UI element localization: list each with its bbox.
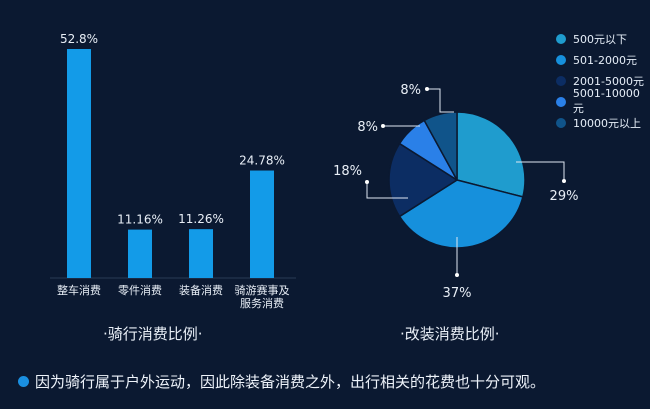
leader-line bbox=[516, 161, 565, 181]
bar-value-label: 52.8% bbox=[60, 32, 98, 46]
leader-dot bbox=[455, 273, 459, 277]
legend-swatch-icon bbox=[556, 117, 566, 128]
legend-swatch-icon bbox=[556, 96, 566, 107]
bar-value-label: 11.26% bbox=[178, 212, 224, 226]
legend-label: 2001-5000元 bbox=[573, 74, 644, 88]
bar-value-label: 24.78% bbox=[239, 154, 285, 168]
leader-dot bbox=[365, 180, 369, 184]
legend-label: 500元以下 bbox=[573, 32, 627, 46]
pie-value-label: 8% bbox=[357, 120, 378, 135]
legend-label: 5001-10000元 bbox=[572, 87, 640, 115]
leader-dot bbox=[381, 124, 385, 128]
leader-line bbox=[427, 88, 454, 113]
legend-label: 501-2000元 bbox=[573, 53, 637, 67]
legend-item: 10000元以上 bbox=[556, 112, 650, 133]
leader-line bbox=[366, 182, 408, 199]
legend-swatch-icon bbox=[556, 33, 566, 44]
pie-value-label: 8% bbox=[400, 83, 421, 98]
legend-swatch-icon bbox=[556, 75, 566, 86]
legend-item: 500元以下 bbox=[556, 28, 650, 49]
pie-chart-title: ·改装消费比例· bbox=[400, 325, 500, 343]
pie-slice bbox=[456, 111, 526, 198]
x-tick-label: 整车消费 bbox=[57, 283, 101, 297]
bar bbox=[128, 229, 152, 278]
bar bbox=[189, 229, 213, 278]
leader-dot bbox=[562, 179, 566, 183]
legend-swatch-icon bbox=[556, 54, 566, 65]
bar-chart-title: ·骑行消费比例· bbox=[103, 325, 203, 343]
legend-item: 501-2000元 bbox=[556, 49, 650, 70]
footnote-text: 因为骑行属于户外运动，因此除装备消费之外，出行相关的花费也十分可观。 bbox=[35, 373, 546, 391]
pie-value-label: 29% bbox=[550, 189, 579, 204]
bar bbox=[250, 170, 274, 278]
footnote: 因为骑行属于户外运动，因此除装备消费之外，出行相关的花费也十分可观。 bbox=[18, 371, 545, 392]
bar bbox=[67, 49, 91, 278]
bar-value-label: 11.16% bbox=[117, 213, 163, 227]
leader-dot bbox=[425, 87, 429, 91]
x-tick-label: 骑游赛事及 bbox=[235, 283, 290, 297]
x-tick-label: 装备消费 bbox=[179, 283, 223, 297]
pie-value-label: 37% bbox=[443, 286, 472, 301]
x-tick-label: 零件消费 bbox=[118, 283, 162, 297]
legend-item: 5001-10000元 bbox=[556, 87, 650, 115]
legend-item: 2001-5000元 bbox=[556, 70, 650, 91]
pie-slice bbox=[423, 111, 458, 181]
pie-value-label: 18% bbox=[333, 164, 362, 179]
bullet-icon bbox=[18, 376, 29, 387]
legend-label: 10000元以上 bbox=[573, 116, 641, 130]
pie-legend: 500元以下 501-2000元 2001-5000元 5001-10000元 1000… bbox=[556, 28, 650, 133]
x-tick-label: 服务消费 bbox=[240, 296, 284, 310]
